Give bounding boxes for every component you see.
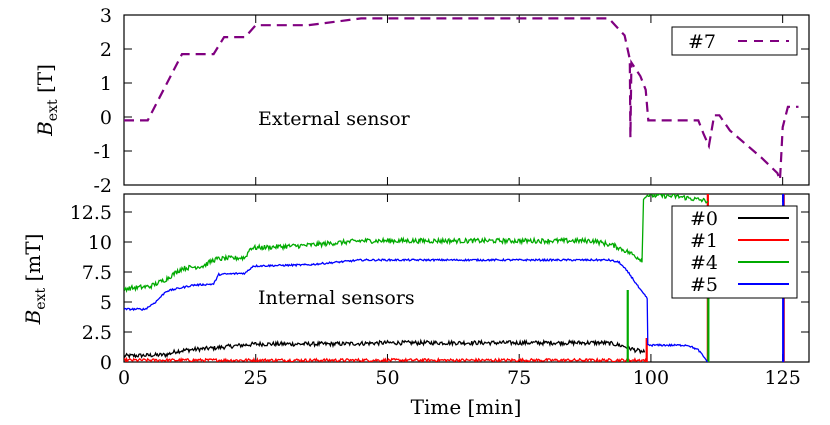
- y-tick-label: 3: [100, 5, 112, 27]
- top-annotation: External sensor: [258, 108, 411, 130]
- y-tick-label: 1: [100, 73, 112, 95]
- series-line-0: [124, 338, 646, 360]
- legend-label-1: #1: [690, 230, 718, 252]
- x-tick-label: 75: [507, 367, 531, 389]
- bottom-legend-box: [671, 205, 798, 299]
- top-series-group: [124, 17, 799, 181]
- top-ylabel-subscript: ext: [45, 99, 61, 121]
- x-tick-label: 0: [118, 367, 130, 389]
- x-tick-label: 25: [244, 367, 268, 389]
- top-y-ticks: -2 -1 0 1 2 3: [93, 5, 809, 197]
- legend-label-0: #0: [690, 208, 718, 230]
- bottom-legend: #0 #1 #4 #5: [671, 205, 798, 299]
- bottom-ylabel-subscript: ext: [33, 288, 49, 310]
- y-tick-label: 5: [100, 292, 112, 314]
- top-legend: #7: [671, 26, 798, 56]
- series-line-1: [124, 356, 648, 362]
- y-tick-label: -2: [93, 175, 112, 197]
- bottom-series-group: [124, 194, 785, 362]
- series-line-5: [124, 257, 709, 362]
- x-axis-label: Time [min]: [411, 395, 522, 419]
- legend-label-5: #5: [690, 274, 718, 296]
- y-tick-label: 10: [88, 232, 112, 254]
- internal-sensors-panel: 0 2.5 5 7.5 10 12.5 0 25 50 75 100 125 Internal se…: [21, 193, 810, 419]
- y-tick-label: 12.5: [70, 202, 112, 224]
- top-x-ticks: [123, 15, 784, 185]
- y-tick-label: -1: [93, 141, 112, 163]
- bottom-ylabel-unit: [mT]: [21, 234, 45, 288]
- bottom-annotation: Internal sensors: [258, 287, 415, 309]
- y-tick-label: 0: [100, 107, 112, 129]
- top-plot-frame: [123, 14, 810, 186]
- legend-label-4: #4: [690, 252, 718, 274]
- bottom-plot-frame: [123, 193, 810, 363]
- y-tick-label: 2: [100, 39, 112, 61]
- bottom-y-ticks: 0 2.5 5 7.5 10 12.5: [70, 202, 809, 374]
- y-tick-label: 0: [100, 352, 112, 374]
- bottom-y-axis-label: Bext [mT]: [21, 234, 49, 326]
- svg-text:Bext [mT]: Bext [mT]: [21, 234, 49, 326]
- series-line-7: [124, 17, 799, 181]
- svg-text:Bext [T]: Bext [T]: [33, 64, 61, 137]
- x-tick-label: 100: [633, 367, 669, 389]
- top-ylabel-symbol: B: [33, 121, 57, 137]
- bottom-x-ticks: 0 25 50 75 100 125: [118, 194, 801, 389]
- x-tick-label: 125: [765, 367, 801, 389]
- y-tick-label: 7.5: [82, 262, 112, 284]
- top-ylabel-unit: [T]: [33, 64, 57, 99]
- series-line-4: [124, 194, 709, 294]
- external-sensor-panel: -2 -1 0 1 2 3 External sensor Bext [T] #7: [33, 5, 810, 197]
- x-tick-label: 50: [375, 367, 399, 389]
- bottom-ylabel-symbol: B: [21, 310, 45, 326]
- y-tick-label: 2.5: [82, 322, 112, 344]
- top-y-axis-label: Bext [T]: [33, 64, 61, 137]
- legend-label-7: #7: [688, 31, 716, 53]
